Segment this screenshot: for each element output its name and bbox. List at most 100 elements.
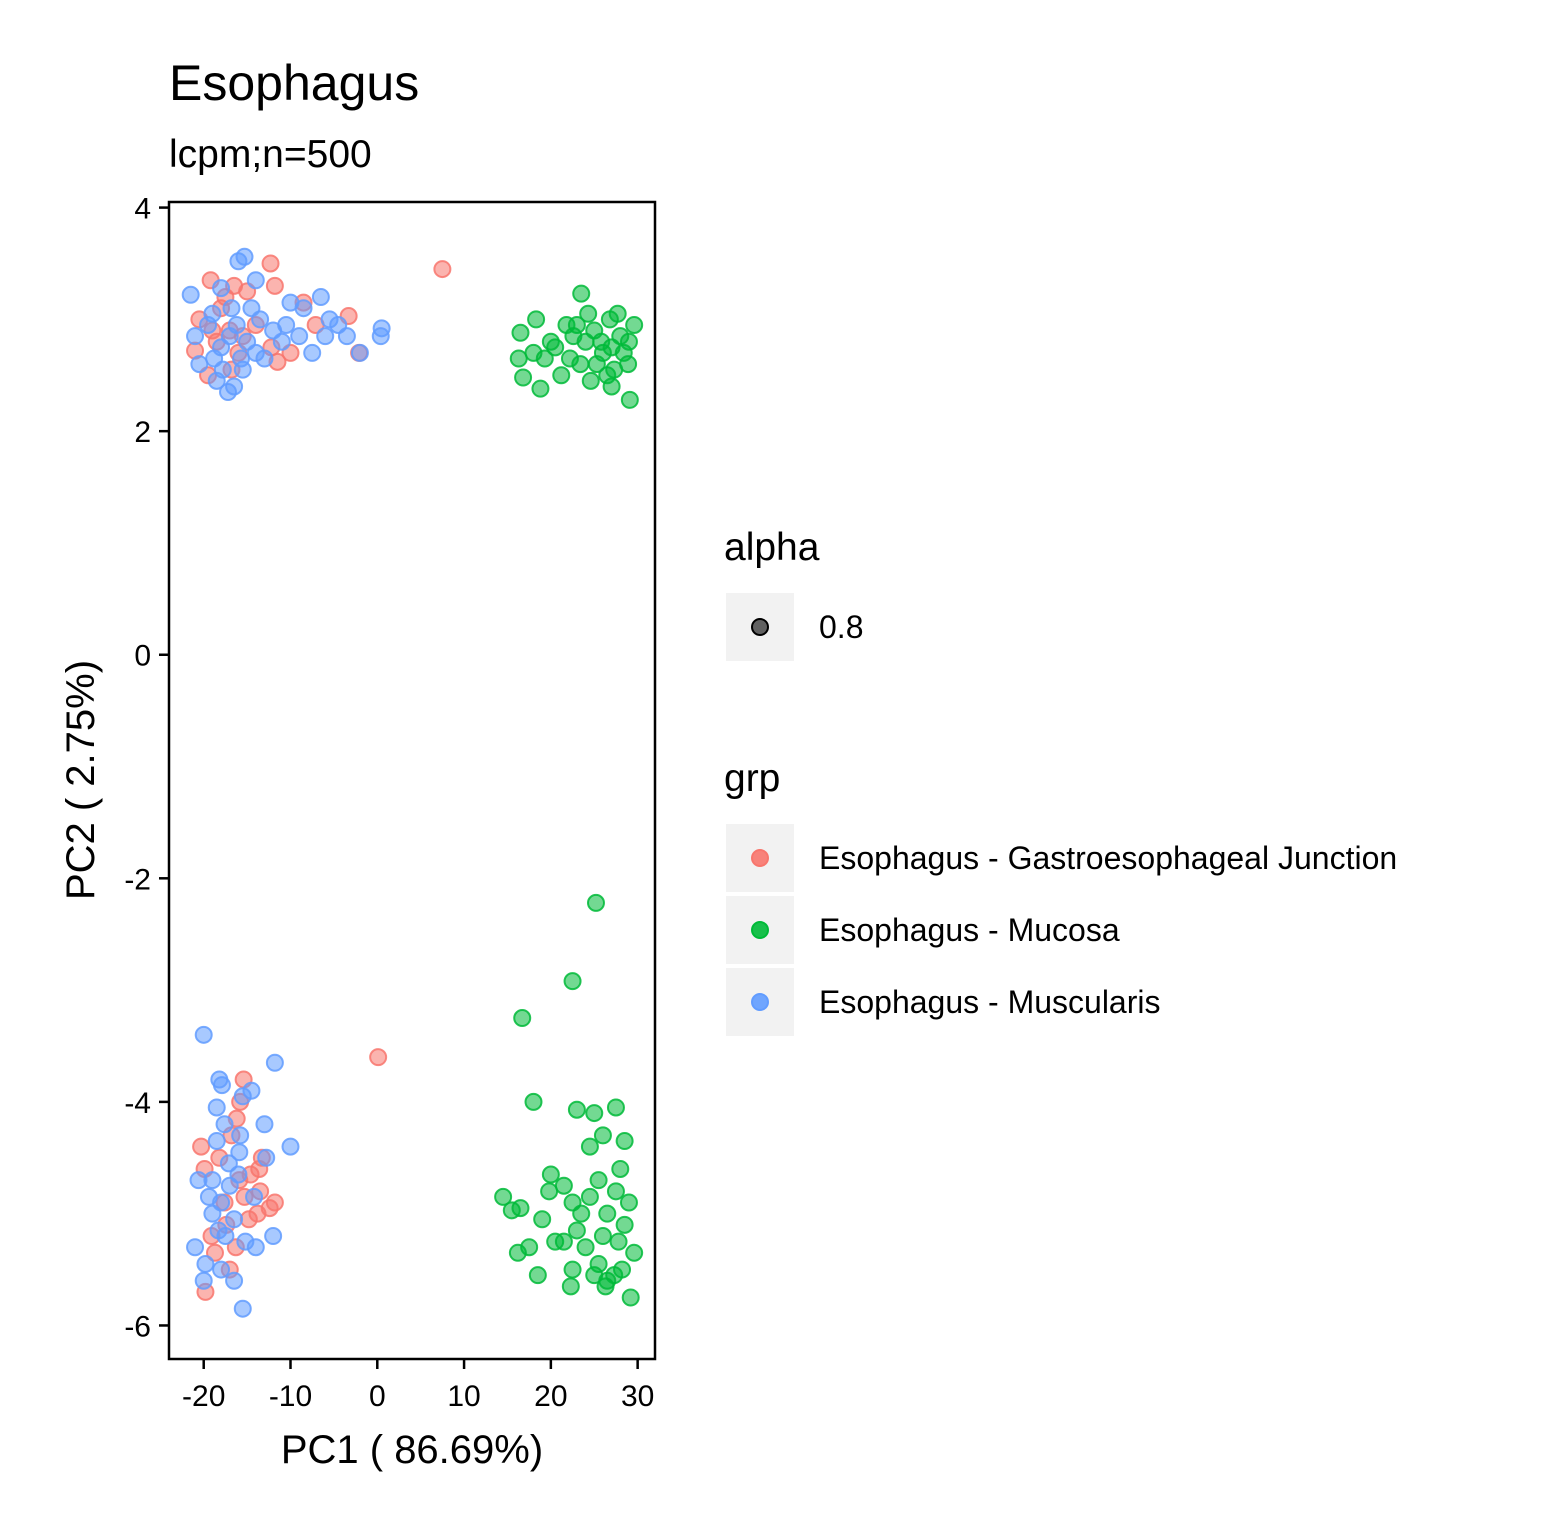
- data-point: [207, 1132, 226, 1151]
- x-tick-label: 20: [534, 1380, 567, 1413]
- data-point: [265, 1053, 284, 1072]
- data-point: [494, 1187, 513, 1206]
- data-point: [212, 279, 231, 298]
- data-point: [581, 371, 600, 390]
- legend-swatch: [751, 849, 769, 867]
- x-axis: -20 -10 0 10 20 30: [182, 1359, 654, 1413]
- data-point: [194, 1025, 213, 1044]
- y-axis: -6 -4 -2 0 2 4: [124, 193, 169, 1343]
- data-point: [369, 1048, 388, 1067]
- data-point: [199, 1187, 218, 1206]
- data-point: [619, 1193, 638, 1212]
- legend-title: alpha: [724, 526, 820, 569]
- data-point: [602, 377, 621, 396]
- legend-swatch: [751, 618, 769, 636]
- y-axis-title: PC2 ( 2.75%): [59, 660, 103, 900]
- data-point: [246, 271, 265, 290]
- series-0: [186, 254, 452, 1301]
- data-point: [212, 1260, 231, 1279]
- data-point: [186, 327, 205, 346]
- data-point: [203, 304, 222, 323]
- data-point: [513, 1009, 532, 1028]
- data-point: [231, 1126, 250, 1145]
- legend-label: Esophagus - Muscularis: [819, 984, 1160, 1020]
- data-point: [233, 1299, 252, 1318]
- data-point: [561, 1277, 580, 1296]
- x-tick-label: 0: [369, 1380, 386, 1413]
- legend-title: grp: [724, 757, 780, 800]
- data-point: [585, 1104, 604, 1123]
- legend-grp: grp Esophagus - Gastroesophageal Junction…: [724, 757, 1397, 1036]
- data-point: [554, 1176, 573, 1195]
- data-point: [527, 310, 546, 329]
- data-point: [232, 349, 251, 368]
- data-point: [572, 1204, 591, 1223]
- data-point: [227, 315, 246, 334]
- data-point: [371, 327, 390, 346]
- data-point: [587, 355, 606, 374]
- y-tick-label: -2: [124, 863, 151, 896]
- chart-title: Esophagus: [169, 55, 419, 111]
- data-point: [528, 1266, 547, 1285]
- data-point: [246, 343, 265, 362]
- data-point: [520, 1238, 539, 1257]
- x-tick-label: 30: [621, 1380, 654, 1413]
- data-point: [210, 1070, 229, 1089]
- legend: alpha 0.8 grp Esophagus - Gastroesophageal …: [724, 526, 1397, 1036]
- data-point: [511, 323, 530, 342]
- data-point: [207, 1098, 226, 1117]
- data-point: [613, 1260, 632, 1279]
- data-point: [621, 1288, 640, 1307]
- data-point: [316, 327, 335, 346]
- data-point: [205, 1243, 224, 1262]
- data-point: [190, 355, 209, 374]
- data-point: [585, 1266, 604, 1285]
- data-point: [294, 299, 313, 318]
- data-point: [541, 1165, 560, 1184]
- data-point: [433, 260, 452, 279]
- y-tick-label: -6: [124, 1310, 151, 1343]
- data-point: [593, 1227, 612, 1246]
- data-point: [260, 1199, 279, 1218]
- series-2: [181, 247, 391, 1318]
- data-point: [615, 1132, 634, 1151]
- data-point: [257, 1148, 276, 1167]
- x-axis-title: PC1 ( 86.69%): [281, 1428, 543, 1472]
- data-point: [619, 332, 638, 351]
- data-point: [620, 390, 639, 409]
- data-point: [290, 327, 309, 346]
- data-point: [567, 1100, 586, 1119]
- data-point: [196, 1254, 215, 1273]
- data-point: [186, 1238, 205, 1257]
- data-point: [606, 1098, 625, 1117]
- data-point: [560, 349, 579, 368]
- data-point: [586, 893, 605, 912]
- data-point: [563, 972, 582, 991]
- data-point: [531, 379, 550, 398]
- data-point: [272, 332, 291, 351]
- data-point: [609, 1232, 628, 1251]
- legend-swatch: [751, 993, 769, 1011]
- data-point: [540, 1182, 559, 1201]
- data-point: [246, 1238, 265, 1257]
- data-point: [554, 1232, 573, 1251]
- data-point: [514, 368, 533, 387]
- data-point: [225, 1271, 244, 1290]
- data-point: [511, 1199, 530, 1218]
- data-point: [524, 1092, 543, 1111]
- data-point: [242, 1081, 261, 1100]
- data-point: [580, 1137, 599, 1156]
- data-point: [552, 366, 571, 385]
- data-point: [350, 343, 369, 362]
- data-point: [242, 299, 261, 318]
- data-point: [189, 1171, 208, 1190]
- data-point: [181, 285, 200, 304]
- data-point: [281, 1137, 300, 1156]
- chart-subtitle: lcpm;n=500: [169, 133, 372, 176]
- data-point: [589, 1171, 608, 1190]
- data-point: [576, 1238, 595, 1257]
- data-point: [600, 310, 619, 329]
- data-point: [230, 1143, 249, 1162]
- data-point: [192, 1137, 211, 1156]
- x-tick-label: -20: [182, 1380, 225, 1413]
